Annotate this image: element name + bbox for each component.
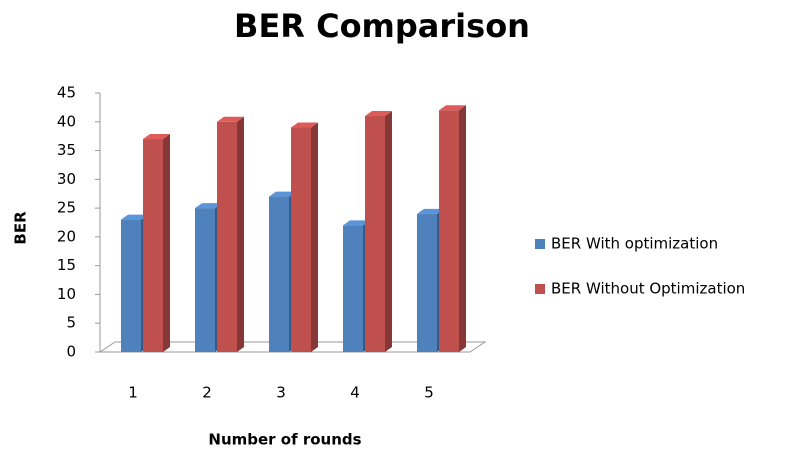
bar <box>217 121 237 353</box>
x-tick-label: 3 <box>276 384 286 402</box>
bar <box>343 225 363 352</box>
bar <box>291 127 311 353</box>
y-tick-label: 0 <box>66 343 76 361</box>
legend-label: BER With optimization <box>551 235 718 253</box>
y-tick-label: 10 <box>57 285 76 303</box>
y-tick-label: 45 <box>57 84 76 102</box>
bar-side <box>311 122 318 353</box>
bar-top <box>343 220 370 226</box>
bar <box>143 139 163 352</box>
chart-title: BER Comparison <box>234 7 530 45</box>
bar-top <box>417 208 444 214</box>
bar <box>365 116 385 353</box>
bar <box>417 213 437 352</box>
bar <box>439 110 459 353</box>
y-tick-label: 20 <box>57 227 76 245</box>
y-tick-label: 40 <box>57 112 76 130</box>
bar-top <box>121 214 148 220</box>
y-tick-label: 25 <box>57 199 76 217</box>
bar-side <box>237 116 244 353</box>
bar-top <box>291 122 318 128</box>
bar-top <box>217 116 244 122</box>
legend-swatch <box>535 239 545 249</box>
bar-top <box>269 191 296 197</box>
bar-top <box>195 203 222 209</box>
x-tick-label: 4 <box>350 384 360 402</box>
y-tick-label: 5 <box>66 314 76 332</box>
x-tick-label: 2 <box>202 384 212 402</box>
bar-side <box>459 105 466 353</box>
legend-swatch <box>535 284 545 294</box>
bar-top <box>143 134 170 140</box>
bar-top <box>365 111 392 117</box>
bar-top <box>439 105 466 111</box>
x-tick-label: 5 <box>424 384 434 402</box>
x-tick-label: 1 <box>128 384 138 402</box>
bar-side <box>385 111 392 353</box>
bar-side <box>163 134 170 352</box>
y-tick-label: 30 <box>57 170 76 188</box>
bar <box>269 196 289 352</box>
bar <box>121 219 141 352</box>
x-axis-title: Number of rounds <box>208 431 361 449</box>
y-axis-title: BER <box>12 211 30 245</box>
y-tick-label: 15 <box>57 256 76 274</box>
bar <box>195 208 215 352</box>
y-tick-label: 35 <box>57 141 76 159</box>
legend-label: BER Without Optimization <box>551 280 745 298</box>
